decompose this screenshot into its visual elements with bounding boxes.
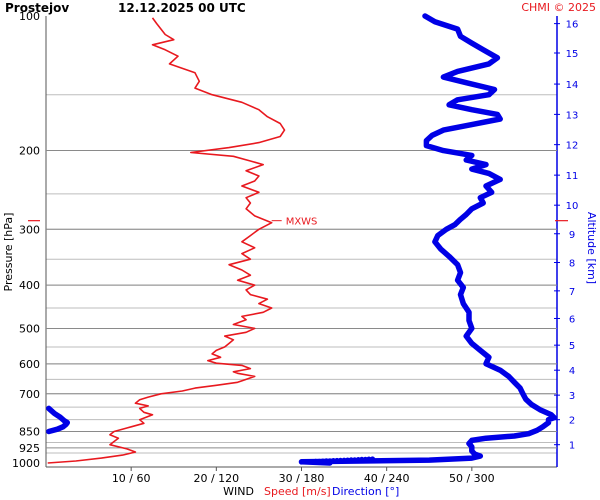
altitude-tick-label: 5 [569,341,575,352]
altitude-tick-label: 6 [569,314,575,325]
speed-label: Speed [m/s] [264,485,331,498]
mxws-marker: MXWS [28,217,568,228]
pressure-tick-label: 500 [19,322,40,335]
direction-surface-dot [369,456,376,462]
altitude-tick-label: 13 [566,110,579,121]
x-tick-label: 50 / 300 [449,472,495,485]
altitude-tick-label: 16 [566,20,579,31]
sounding-datetime: 12.12.2025 00 UTC [118,1,246,15]
altitude-tick-label: 11 [566,171,579,182]
altitude-tick-label: 7 [569,287,575,298]
altitude-tick-label: 14 [566,80,579,91]
mxws-label: MXWS [286,217,318,228]
x-tick-label: 30 / 180 [279,472,325,485]
altitude-tick-label: 4 [569,366,575,377]
x-tick-label: 10 / 60 [112,472,151,485]
direction-series-line [298,13,557,466]
series-layer [46,13,557,466]
altitude-tick-label: 12 [566,141,579,152]
altitude-tick-label: 2 [569,416,575,427]
altitude-tick-label: 1 [569,441,575,452]
altitude-tick-label: 15 [566,49,579,60]
pressure-tick-label: 700 [19,388,40,401]
pressure-tick-label: 925 [19,442,40,455]
pressure-tick-label: 400 [19,279,40,292]
credit-text: CHMI © 2025 [521,1,596,14]
wind-label: WIND [223,485,254,498]
speed-series-line [47,17,286,464]
x-tick-label: 20 / 120 [193,472,239,485]
altitude-tick-label: 8 [569,258,575,269]
altitude-tick-label: 10 [566,201,579,212]
direction-label: Direction [°] [332,485,399,498]
altitude-tick-label: 9 [569,230,575,241]
station-name: Prostejov [5,1,69,15]
altitude-tick-label: 3 [569,391,575,402]
pressure-tick-label: 600 [19,358,40,371]
pressure-tick-label: 1000 [12,457,40,470]
altitude-axis-title: Altitude [km] [585,212,598,284]
x-tick-label: 40 / 240 [364,472,410,485]
pressure-tick-label: 200 [19,145,40,158]
pressure-tick-label: 300 [19,223,40,236]
direction-wrapped-line [46,405,71,435]
speed-direction-axis: 10 / 60 20 / 120 30 / 180 40 / 240 50 / 300 [112,467,495,485]
pressure-tick-label: 100 [19,10,40,23]
pressure-tick-label: 850 [19,425,40,438]
pressure-axis-title: Pressure [hPa] [2,213,15,292]
